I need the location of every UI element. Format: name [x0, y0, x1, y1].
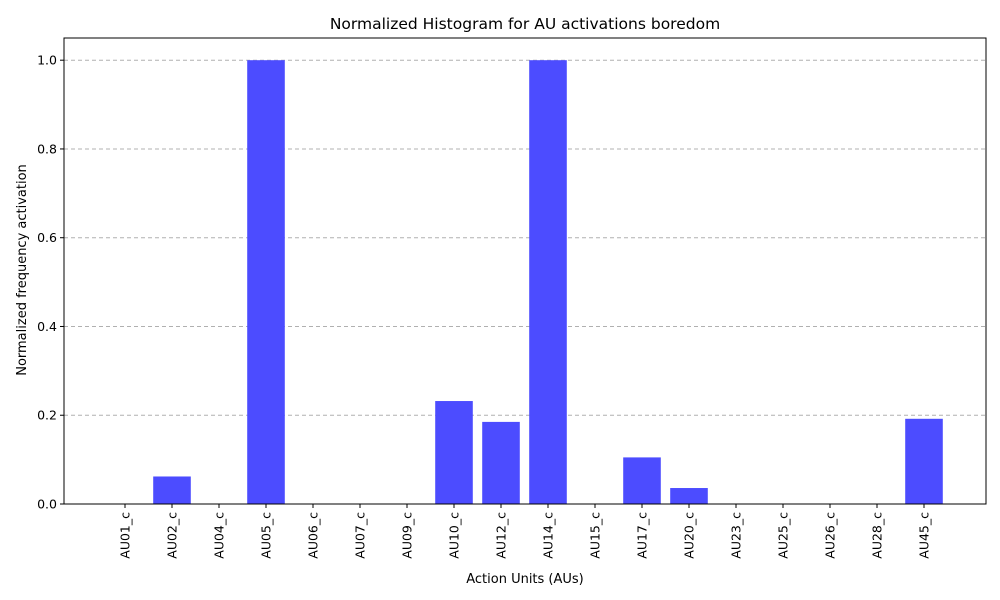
plot-frame	[63, 37, 987, 505]
x-axis-title: Action Units (AUs)	[466, 572, 584, 587]
x-axis-ticks: AU01_c AU02_c AU04_c AU05_c AU06_c AU07_c AU09…	[118, 504, 932, 559]
y-axis-ticks: 0.0 0.2 0.4 0.6 0.8 1.0	[37, 53, 64, 512]
x-tick-label: AU06_c	[306, 512, 321, 559]
x-tick-label: AU07_c	[353, 512, 368, 559]
bars	[153, 60, 943, 504]
bar	[670, 488, 708, 504]
x-tick-label: AU20_c	[682, 512, 697, 559]
y-tick-label: 0.2	[37, 408, 57, 423]
x-tick-label: AU14_c	[541, 512, 556, 559]
x-tick-label: AU17_c	[635, 512, 650, 559]
bar	[905, 418, 943, 504]
chart-title: Normalized Histogram for AU activations …	[330, 15, 720, 33]
bar	[482, 421, 520, 504]
x-tick-label: AU10_c	[447, 512, 462, 559]
bar	[247, 60, 285, 504]
y-axis-title: Normalized frequency activation	[15, 164, 30, 376]
bar	[623, 457, 661, 504]
y-tick-label: 0.6	[37, 230, 57, 245]
x-tick-label: AU23_c	[729, 512, 744, 559]
x-tick-label: AU04_c	[212, 512, 227, 559]
y-tick-label: 0.0	[37, 497, 57, 512]
x-tick-label: AU26_c	[823, 512, 838, 559]
bar	[435, 401, 473, 504]
x-tick-label: AU28_c	[870, 512, 885, 559]
y-tick-label: 0.8	[37, 141, 57, 156]
x-tick-label: AU05_c	[259, 512, 274, 559]
x-tick-label: AU12_c	[494, 512, 509, 559]
bar	[529, 60, 567, 504]
grid-lines	[64, 59, 986, 416]
x-tick-label: AU02_c	[165, 512, 180, 559]
x-tick-label: AU45_c	[917, 512, 932, 559]
y-tick-label: 1.0	[37, 53, 57, 68]
x-tick-label: AU15_c	[588, 512, 603, 559]
x-tick-label: AU25_c	[776, 512, 791, 559]
bar	[153, 476, 191, 504]
x-tick-label: AU09_c	[400, 512, 415, 559]
y-tick-label: 0.4	[37, 319, 57, 334]
x-tick-label: AU01_c	[118, 512, 133, 559]
